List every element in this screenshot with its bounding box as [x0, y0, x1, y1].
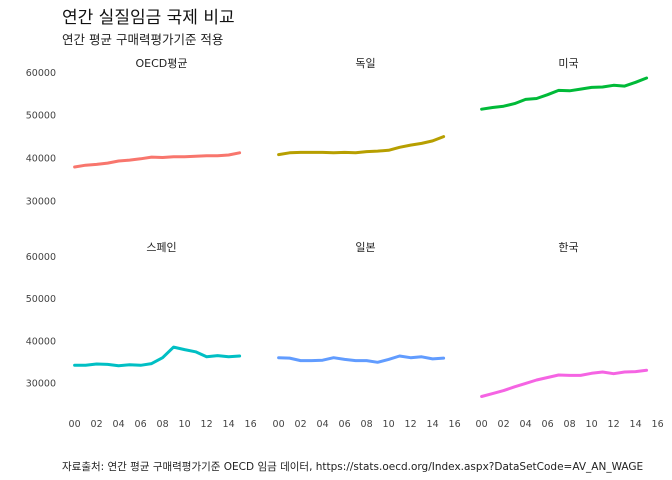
facet-strip-label: 한국	[558, 241, 578, 254]
facet-strip-label: 미국	[558, 57, 578, 70]
x-tick-label: 08	[361, 419, 373, 430]
series-line	[73, 151, 242, 169]
facet-strip-label: 일본	[355, 240, 375, 254]
series-line	[73, 345, 242, 368]
facet-strip-label: OECD평균	[136, 57, 188, 70]
x-tick-label: 02	[91, 419, 103, 430]
x-tick-label: 16	[245, 419, 257, 430]
x-tick-label: 08	[157, 419, 169, 430]
x-tick-label: 04	[520, 419, 532, 430]
x-tick-label: 10	[383, 419, 395, 430]
x-tick-label: 14	[427, 419, 439, 430]
x-tick-label: 00	[476, 419, 488, 430]
series-line	[277, 354, 446, 364]
x-tick-label: 02	[295, 419, 307, 430]
x-tick-label: 12	[608, 419, 620, 430]
chart-title: 연간 실질임금 국제 비교	[62, 8, 235, 28]
facet-strip-label: 독일	[355, 56, 375, 70]
y-tick-label: 50000	[26, 294, 56, 305]
x-tick-label: 14	[223, 419, 235, 430]
x-tick-label: 12	[201, 419, 213, 430]
facet-strip-label: 스페인	[146, 241, 176, 254]
y-tick-label: 30000	[26, 196, 56, 207]
y-tick-label: 40000	[26, 336, 56, 347]
x-tick-label: 16	[652, 419, 664, 430]
x-tick-label: 04	[113, 419, 125, 430]
y-tick-label: 40000	[26, 153, 56, 164]
x-tick-label: 12	[405, 419, 417, 430]
x-tick-label: 02	[498, 419, 510, 430]
x-tick-label: 00	[273, 419, 285, 430]
y-tick-label: 50000	[26, 111, 56, 122]
x-tick-label: 00	[69, 419, 81, 430]
x-tick-label: 06	[542, 419, 554, 430]
x-tick-label: 14	[630, 419, 642, 430]
y-tick-label: 60000	[26, 252, 56, 263]
x-tick-label: 16	[449, 419, 461, 430]
series-line	[480, 368, 649, 398]
y-tick-label: 30000	[26, 379, 56, 390]
x-tick-label: 04	[317, 419, 329, 430]
x-tick-label: 06	[339, 419, 351, 430]
x-tick-label: 10	[179, 419, 191, 430]
x-tick-label: 06	[135, 419, 147, 430]
chart-subtitle: 연간 평균 구매력평가기준 적용	[62, 32, 224, 47]
x-tick-label: 08	[564, 419, 576, 430]
source-caption: 자료출처: 연간 평균 구매력평가기준 OECD 임금 데이터, https:/…	[62, 461, 644, 473]
series-line	[277, 135, 446, 157]
x-tick-label: 10	[586, 419, 598, 430]
y-tick-label: 60000	[26, 68, 56, 79]
series-line	[480, 76, 649, 111]
